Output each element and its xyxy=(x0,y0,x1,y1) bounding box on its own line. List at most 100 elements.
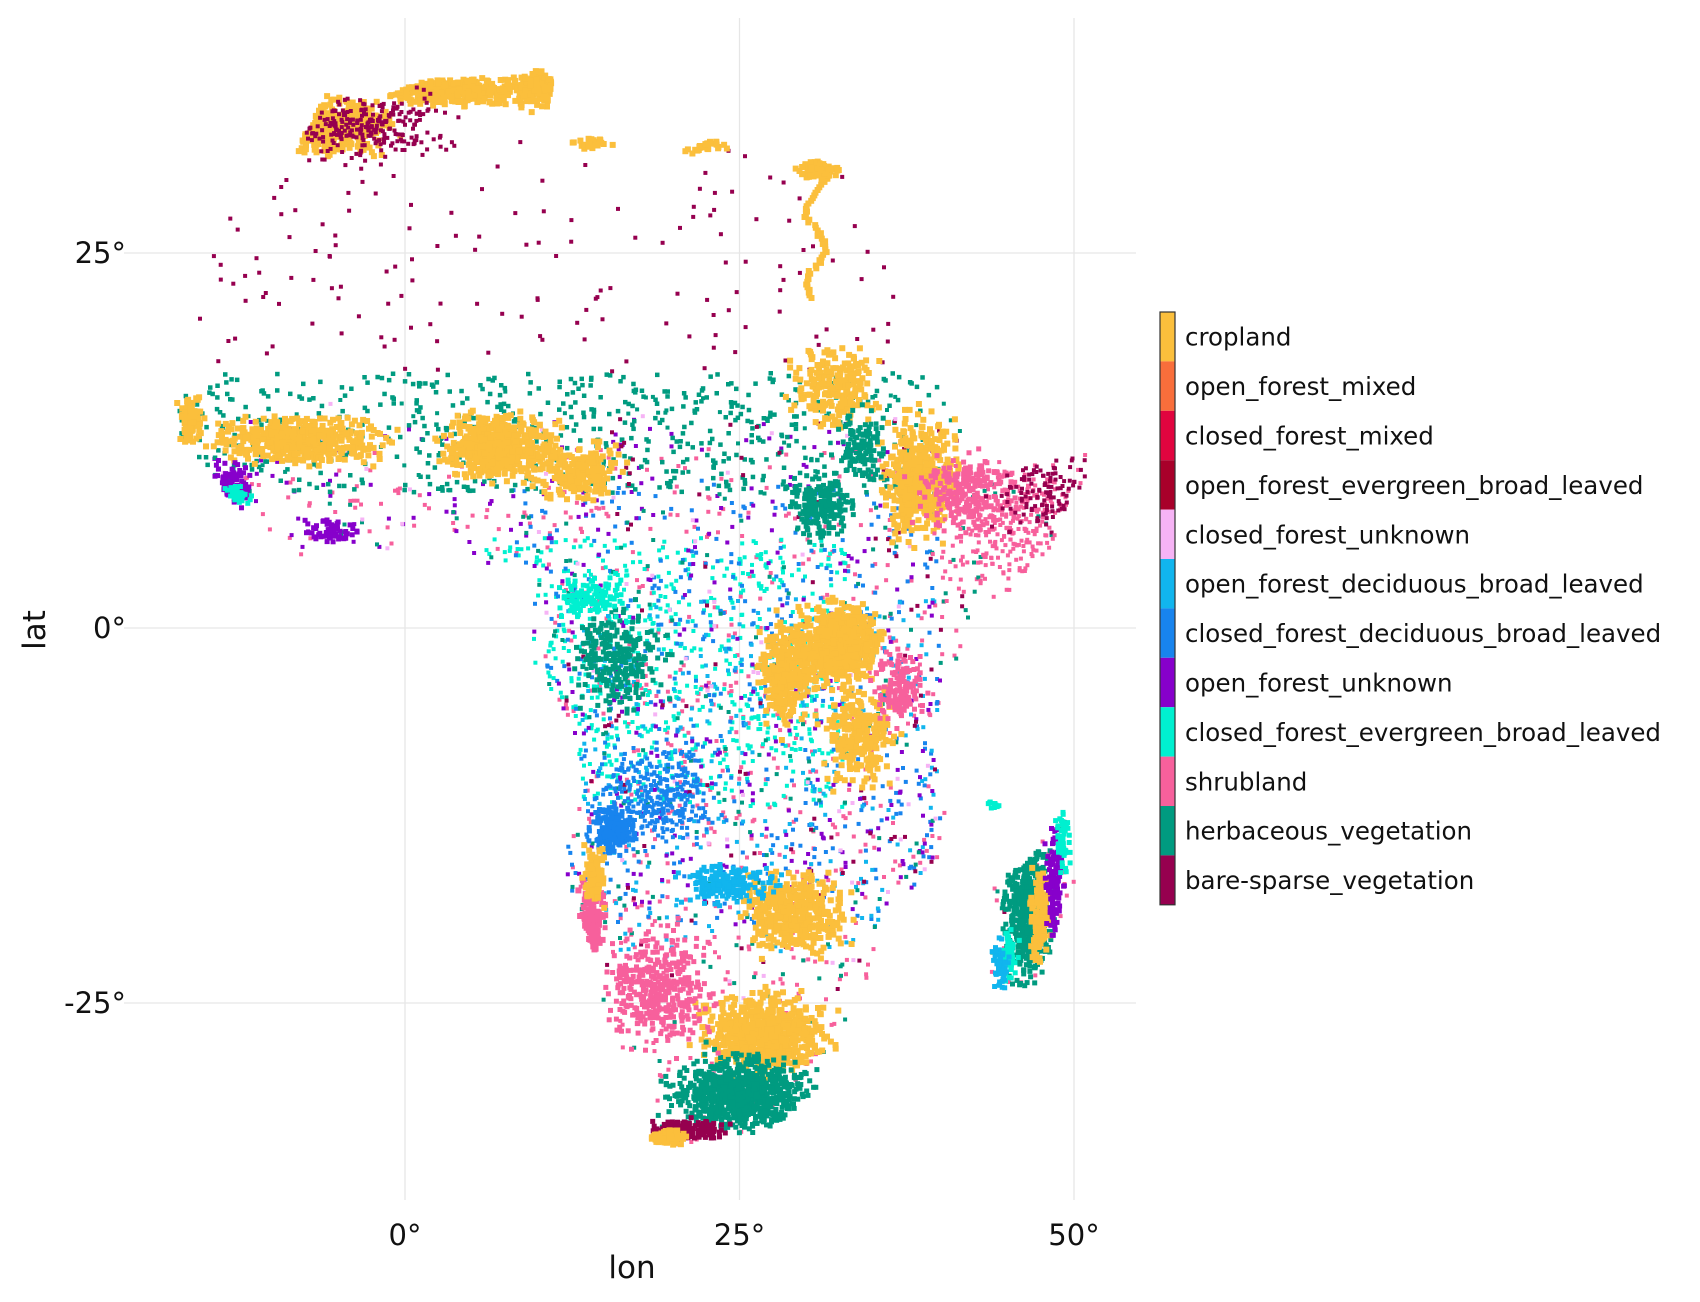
land-cover-point xyxy=(783,743,788,748)
land-cover-point xyxy=(660,894,665,899)
land-cover-point xyxy=(903,733,908,738)
land-cover-point xyxy=(643,726,648,731)
land-cover-point xyxy=(320,103,326,110)
land-cover-point xyxy=(659,1028,664,1033)
land-cover-point xyxy=(799,736,804,741)
land-cover-point xyxy=(726,710,731,714)
land-cover-point xyxy=(874,505,879,510)
land-cover-point xyxy=(613,466,618,471)
land-cover-point xyxy=(313,149,320,156)
land-cover-point xyxy=(847,811,852,816)
land-cover-point xyxy=(578,438,583,443)
land-cover-point xyxy=(790,573,794,578)
land-cover-point xyxy=(889,513,894,518)
land-cover-point xyxy=(954,628,959,633)
land-cover-point xyxy=(870,867,875,872)
land-cover-point xyxy=(581,731,586,736)
land-cover-point xyxy=(454,79,461,86)
land-cover-point xyxy=(409,325,413,330)
land-cover-point xyxy=(695,690,700,695)
land-cover-point xyxy=(739,518,744,523)
land-cover-point xyxy=(692,408,697,413)
land-cover-point xyxy=(427,506,431,511)
land-cover-point xyxy=(607,616,612,621)
land-cover-point xyxy=(806,777,811,782)
land-cover-point xyxy=(603,740,608,745)
land-cover-point xyxy=(761,422,766,427)
land-cover-point xyxy=(337,128,341,133)
land-cover-point xyxy=(753,381,758,386)
land-cover-point xyxy=(616,447,621,452)
land-cover-point xyxy=(311,141,318,148)
land-cover-point xyxy=(912,882,917,887)
land-cover-point xyxy=(660,417,665,423)
land-cover-point xyxy=(865,492,869,497)
land-cover-point xyxy=(668,512,673,517)
land-cover-point xyxy=(521,514,526,519)
land-cover-point xyxy=(819,562,824,567)
land-cover-point xyxy=(620,695,625,700)
land-cover-point xyxy=(561,706,566,711)
land-cover-point xyxy=(694,550,699,555)
land-cover-point xyxy=(781,751,786,756)
land-cover-point xyxy=(581,414,587,420)
land-cover-point xyxy=(738,594,743,599)
land-cover-point xyxy=(739,946,744,951)
land-cover-point xyxy=(627,615,632,620)
land-cover-point xyxy=(658,699,663,704)
land-cover-point xyxy=(361,101,366,106)
land-cover-point xyxy=(578,657,583,662)
land-cover-point xyxy=(641,748,646,753)
land-cover-point xyxy=(756,611,761,615)
land-cover-point xyxy=(450,403,456,408)
land-cover-point xyxy=(765,626,770,630)
land-cover-point xyxy=(892,419,897,424)
land-cover-point xyxy=(618,417,623,422)
land-cover-point xyxy=(704,632,708,637)
land-cover-point xyxy=(948,577,953,582)
land-cover-point xyxy=(768,410,773,416)
land-cover-point xyxy=(790,842,795,847)
land-cover-point xyxy=(417,100,424,107)
land-cover-point xyxy=(744,438,749,443)
land-cover-point xyxy=(593,709,598,714)
land-cover-point xyxy=(446,488,451,493)
land-cover-point xyxy=(720,768,725,773)
land-cover-point xyxy=(718,705,723,710)
land-cover-point xyxy=(716,483,722,489)
land-cover-point xyxy=(645,729,650,734)
land-cover-point xyxy=(653,837,657,842)
land-cover-point xyxy=(326,140,333,147)
land-cover-point xyxy=(754,217,759,222)
land-cover-point xyxy=(704,830,709,835)
land-cover-point xyxy=(796,562,801,566)
land-cover-point xyxy=(786,743,791,748)
land-cover-point xyxy=(690,747,695,752)
land-cover-point xyxy=(607,682,612,687)
land-cover-point xyxy=(525,91,532,98)
land-cover-point xyxy=(580,530,584,534)
land-cover-point xyxy=(654,401,660,406)
land-cover-point xyxy=(824,874,829,879)
land-cover-point xyxy=(645,447,650,453)
land-cover-point xyxy=(864,972,869,977)
land-cover-point xyxy=(576,514,581,519)
land-cover-point xyxy=(674,439,679,444)
land-cover-point xyxy=(763,684,768,689)
land-cover-point xyxy=(254,471,259,476)
land-cover-point xyxy=(396,92,403,99)
land-cover-point xyxy=(708,787,713,792)
land-cover-point xyxy=(626,722,631,726)
land-cover-point xyxy=(545,663,550,668)
land-cover-point xyxy=(723,749,727,754)
land-cover-point xyxy=(615,490,620,495)
land-cover-point xyxy=(672,490,677,495)
land-cover-point xyxy=(327,124,332,128)
land-cover-point xyxy=(375,542,379,547)
land-cover-point xyxy=(333,109,338,113)
land-cover-point xyxy=(554,540,559,545)
land-cover-point xyxy=(684,457,690,462)
land-cover-point xyxy=(549,640,554,645)
land-cover-point xyxy=(267,527,272,532)
land-cover-point xyxy=(563,510,568,515)
